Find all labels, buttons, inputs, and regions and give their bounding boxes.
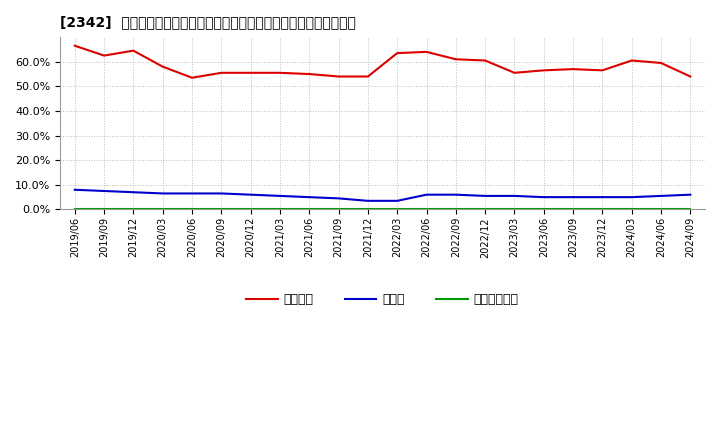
- 繰延税金資産: [539, 206, 548, 211]
- のれん: [686, 192, 695, 197]
- 自己資本: [539, 68, 548, 73]
- 自己資本: [334, 74, 343, 79]
- 繰延税金資産: [217, 206, 225, 211]
- 繰延税金資産: [598, 206, 607, 211]
- 自己資本: [129, 48, 138, 53]
- のれん: [188, 191, 197, 196]
- 自己資本: [246, 70, 255, 75]
- のれん: [217, 191, 225, 196]
- のれん: [246, 192, 255, 197]
- のれん: [334, 196, 343, 201]
- 繰延税金資産: [100, 206, 109, 211]
- のれん: [393, 198, 402, 203]
- 自己資本: [569, 66, 577, 72]
- 繰延税金資産: [393, 206, 402, 211]
- Line: のれん: のれん: [75, 190, 690, 201]
- のれん: [657, 193, 665, 198]
- 繰延税金資産: [276, 206, 284, 211]
- 自己資本: [451, 57, 460, 62]
- 繰延税金資産: [422, 206, 431, 211]
- 自己資本: [686, 74, 695, 79]
- のれん: [539, 194, 548, 200]
- 自己資本: [71, 43, 79, 48]
- 繰延税金資産: [481, 206, 490, 211]
- のれん: [569, 194, 577, 200]
- 自己資本: [627, 58, 636, 63]
- 繰延税金資産: [657, 206, 665, 211]
- のれん: [627, 194, 636, 200]
- 自己資本: [422, 49, 431, 55]
- 自己資本: [481, 58, 490, 63]
- 自己資本: [510, 70, 519, 75]
- 繰延税金資産: [158, 206, 167, 211]
- のれん: [100, 188, 109, 194]
- Line: 自己資本: 自己資本: [75, 46, 690, 78]
- のれん: [510, 193, 519, 198]
- のれん: [422, 192, 431, 197]
- 繰延税金資産: [71, 206, 79, 211]
- のれん: [158, 191, 167, 196]
- のれん: [129, 190, 138, 195]
- のれん: [364, 198, 372, 203]
- 繰延税金資産: [246, 206, 255, 211]
- 繰延税金資産: [305, 206, 314, 211]
- 繰延税金資産: [129, 206, 138, 211]
- 繰延税金資産: [364, 206, 372, 211]
- Text: [2342]  自己資本、のれん、繰延税金資産の総資産に対する比率の推移: [2342] 自己資本、のれん、繰延税金資産の総資産に対する比率の推移: [60, 15, 356, 29]
- 自己資本: [188, 75, 197, 81]
- 自己資本: [158, 64, 167, 69]
- のれん: [481, 193, 490, 198]
- 繰延税金資産: [451, 206, 460, 211]
- 繰延税金資産: [510, 206, 519, 211]
- 自己資本: [305, 71, 314, 77]
- のれん: [598, 194, 607, 200]
- 自己資本: [217, 70, 225, 75]
- 繰延税金資産: [569, 206, 577, 211]
- 自己資本: [657, 60, 665, 66]
- 自己資本: [276, 70, 284, 75]
- Legend: 自己資本, のれん, 繰延税金資産: 自己資本, のれん, 繰延税金資産: [241, 288, 523, 311]
- 繰延税金資産: [686, 206, 695, 211]
- 自己資本: [364, 74, 372, 79]
- 繰延税金資産: [334, 206, 343, 211]
- 自己資本: [100, 53, 109, 58]
- 繰延税金資産: [627, 206, 636, 211]
- のれん: [451, 192, 460, 197]
- 自己資本: [393, 51, 402, 56]
- のれん: [71, 187, 79, 192]
- のれん: [276, 193, 284, 198]
- 自己資本: [598, 68, 607, 73]
- 繰延税金資産: [188, 206, 197, 211]
- のれん: [305, 194, 314, 200]
